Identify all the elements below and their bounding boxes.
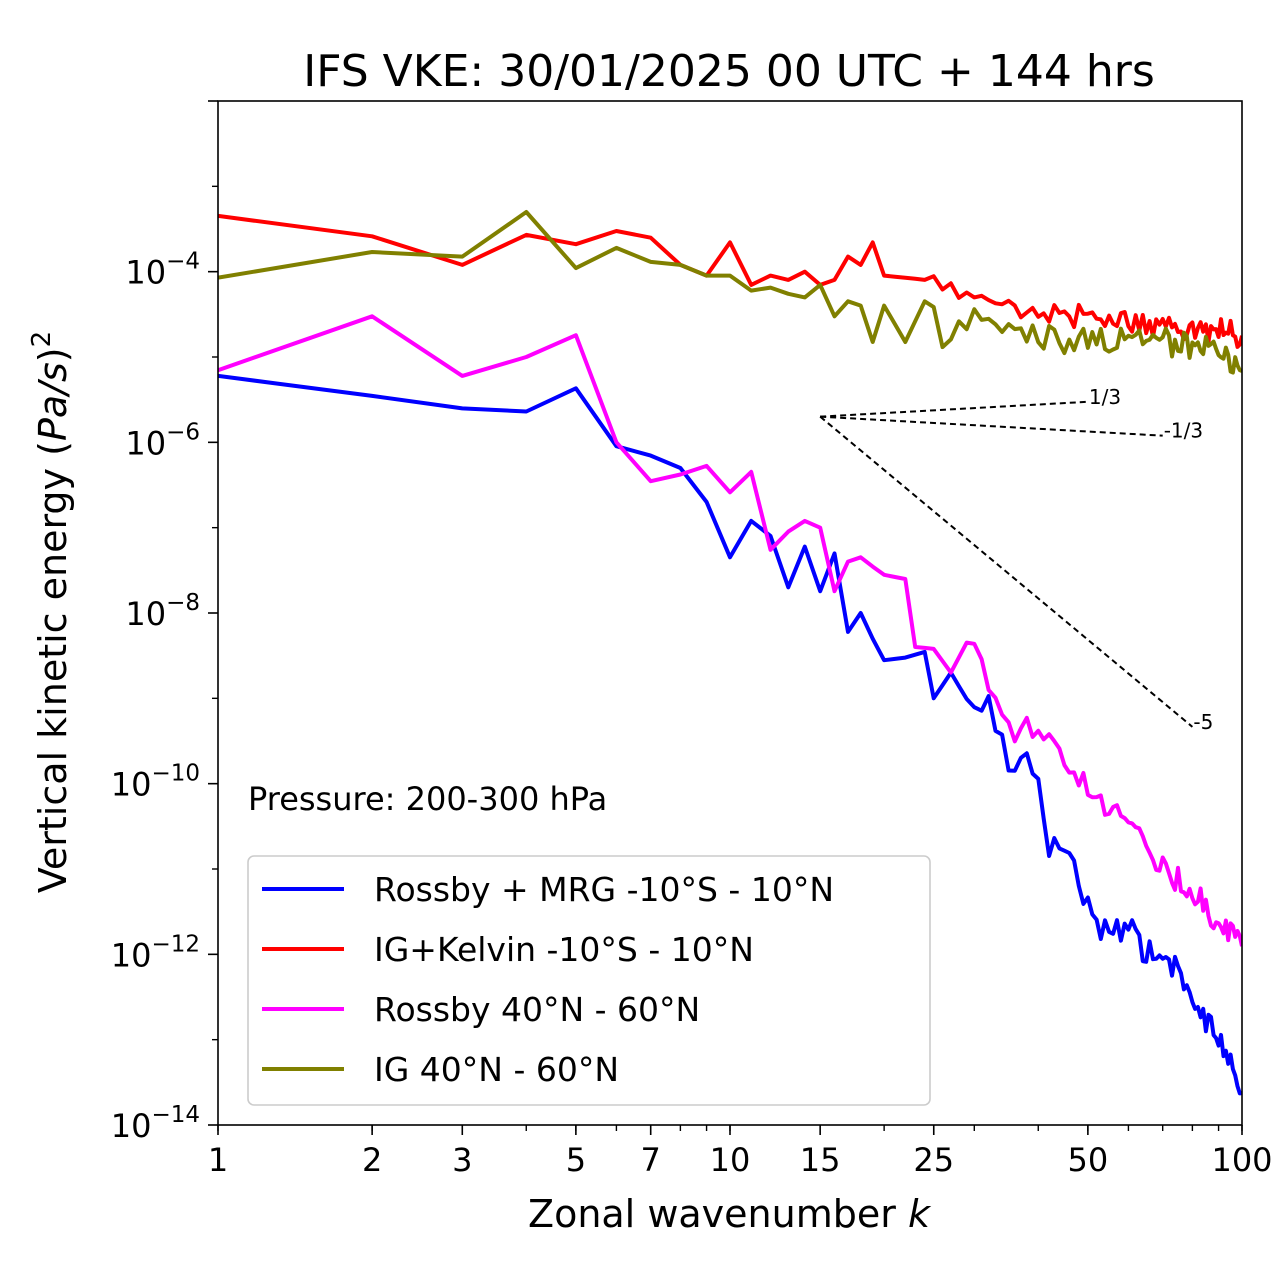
x-axis-label-var: k (908, 1192, 932, 1236)
legend-label-0: Rossby + MRG -10°S - 10°N (374, 870, 834, 909)
legend-label-3: IG 40°N - 60°N (374, 1050, 619, 1089)
y-axis-label-close: ) (31, 347, 75, 362)
legend-box (247, 855, 931, 1106)
slope-line-0 (820, 400, 1088, 418)
slope-line-1 (820, 415, 1163, 437)
legend-entries: Rossby + MRG -10°S - 10°N IG+Kelvin -10°S… (262, 870, 834, 1089)
slope-line-2 (819, 415, 1194, 728)
y-axis-label-text: Vertical kinetic energy ( (31, 441, 75, 893)
y-tick-label: 10−6 (125, 419, 200, 462)
slope-label-2: -5 (1193, 710, 1213, 734)
y-axis-label-exp: 2 (27, 331, 57, 348)
series-line-2 (218, 314, 1242, 947)
chart-title: IFS VKE: 30/01/2025 00 UTC + 144 hrs (303, 46, 1155, 97)
y-tick-label: 10−14 (111, 1102, 200, 1145)
x-tick-label: 15 (800, 1141, 841, 1179)
reference-slopes: 1/3 -1/3 -5 (819, 385, 1213, 734)
x-axis-label: Zonal wavenumber k (528, 1192, 932, 1236)
x-tick-label: 7 (641, 1141, 661, 1179)
x-tick-label: 3 (452, 1141, 472, 1179)
y-tick-label: 10−12 (111, 931, 200, 974)
x-tick-label: 1 (208, 1141, 228, 1179)
legend: Rossby + MRG -10°S - 10°N IG+Kelvin -10°S… (247, 855, 931, 1106)
y-tick-label: 10−8 (125, 590, 200, 633)
x-tick-label: 10 (710, 1141, 751, 1179)
series-line-1 (218, 213, 1242, 349)
legend-label-2: Rossby 40°N - 60°N (374, 990, 700, 1029)
x-axis-ticks: 1 2 3 5 7 10 15 25 50 100 (208, 1125, 1273, 1179)
x-tick-label: 50 (1068, 1141, 1109, 1179)
y-axis-label-var: Pa/s (31, 362, 75, 441)
x-axis-label-text: Zonal wavenumber (528, 1192, 908, 1236)
y-tick-label: 10−10 (111, 761, 200, 804)
y-axis-ticks: 10−14 10−12 10−10 10−8 10−6 10−4 (111, 100, 218, 1145)
series-layer (218, 210, 1242, 1096)
y-tick-label: 10−4 (125, 249, 200, 292)
pressure-annotation: Pressure: 200-300 hPa (248, 780, 607, 818)
x-tick-label: 25 (913, 1141, 954, 1179)
slope-label-0: 1/3 (1089, 385, 1121, 409)
x-tick-label: 5 (566, 1141, 586, 1179)
x-tick-label: 100 (1211, 1141, 1272, 1179)
legend-label-1: IG+Kelvin -10°S - 10°N (374, 930, 754, 969)
series-line-0 (218, 373, 1242, 1096)
y-axis-label: Vertical kinetic energy (Pa/s)2 (27, 331, 75, 893)
slope-label-1: -1/3 (1164, 419, 1203, 443)
x-tick-label: 2 (362, 1141, 382, 1179)
series-line-3 (218, 210, 1242, 375)
